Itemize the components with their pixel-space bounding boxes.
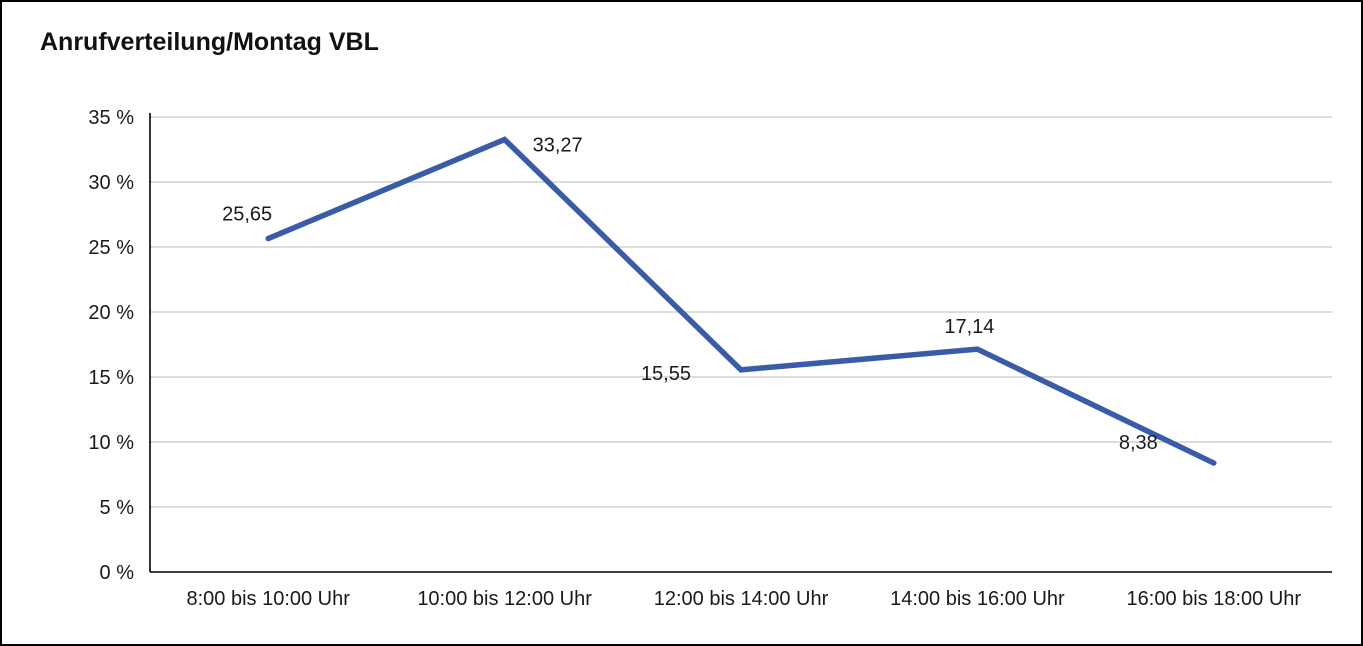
y-tick-label: 20 % bbox=[88, 302, 134, 324]
y-tick-label: 25 % bbox=[88, 237, 134, 259]
data-point-label: 25,65 bbox=[222, 204, 272, 226]
y-tick-label: 30 % bbox=[88, 172, 134, 194]
y-tick-label: 0 % bbox=[100, 562, 135, 584]
data-point-label: 33,27 bbox=[533, 134, 583, 156]
data-point-label: 15,55 bbox=[641, 363, 691, 385]
data-point-label: 17,14 bbox=[944, 316, 994, 338]
x-category-label: 16:00 bis 18:00 Uhr bbox=[1127, 588, 1302, 610]
x-category-label: 14:00 bis 16:00 Uhr bbox=[890, 588, 1065, 610]
x-category-label: 12:00 bis 14:00 Uhr bbox=[654, 588, 829, 610]
data-point-label: 8,38 bbox=[1119, 432, 1158, 454]
chart-title: Anrufverteilung/Montag VBL bbox=[40, 28, 379, 56]
x-category-label: 8:00 bis 10:00 Uhr bbox=[186, 588, 350, 610]
data-line bbox=[265, 136, 1217, 466]
y-tick-label: 5 % bbox=[100, 497, 135, 519]
x-category-label: 10:00 bis 12:00 Uhr bbox=[417, 588, 592, 610]
y-tick-label: 35 % bbox=[88, 107, 134, 129]
y-tick-label: 10 % bbox=[88, 432, 134, 454]
y-tick-label: 15 % bbox=[88, 367, 134, 389]
